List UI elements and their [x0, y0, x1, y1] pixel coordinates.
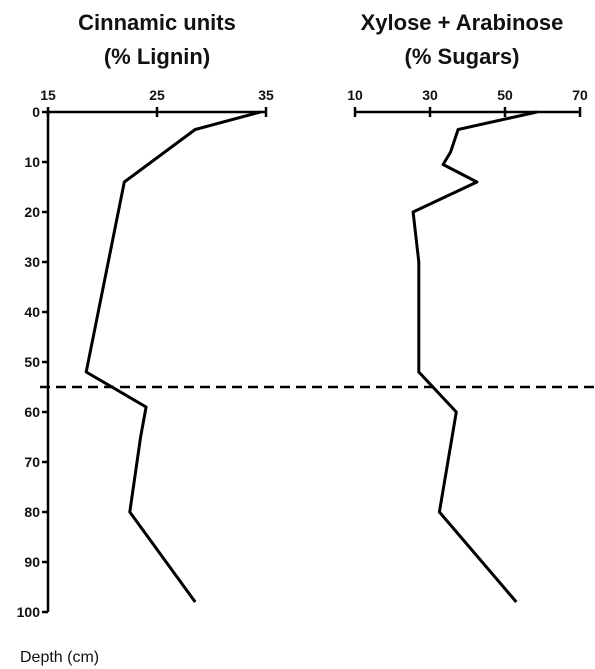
panel1-x-tick-label: 35: [258, 87, 274, 103]
panel1-series-line: [84, 110, 261, 603]
panel2-title-line2: (% Sugars): [405, 44, 520, 69]
panel2-x-tick-label: 10: [347, 87, 363, 103]
panel1-title-line2: (% Lignin): [104, 44, 210, 69]
panel2-x-tick-label: 50: [497, 87, 513, 103]
panel1-x-ticks: 15 25 35: [40, 87, 274, 117]
panel2-title-line1: Xylose + Arabinose: [361, 10, 564, 35]
panel1-y-tick-label: 0: [32, 104, 40, 120]
panel1-y-tick-label: 80: [24, 504, 40, 520]
panel2-x-tick-label: 70: [572, 87, 588, 103]
panel1-y-tick-label: 40: [24, 304, 40, 320]
panel1-x-tick-label: 15: [40, 87, 56, 103]
panel1-y-tick-label: 90: [24, 554, 40, 570]
panel1-y-tick-label: 10: [24, 154, 40, 170]
y-axis-label: Depth (cm): [20, 649, 99, 666]
panel1-y-tick-label: 30: [24, 254, 40, 270]
panel1-y-tick-label: 20: [24, 204, 40, 220]
panel1-x-tick-label: 25: [149, 87, 165, 103]
panel1-y-tick-label: 60: [24, 404, 40, 420]
panel2-x-tick-label: 30: [422, 87, 438, 103]
panel2-x-ticks: 10 30 50 70: [347, 87, 588, 117]
panel1-y-tick-label: 100: [17, 604, 41, 620]
panel1-y-tick-label: 70: [24, 454, 40, 470]
panel1-title-line1: Cinnamic units: [78, 10, 236, 35]
panel2-series-line: [411, 110, 538, 603]
panel1-y-tick-label: 50: [24, 354, 40, 370]
panel1-y-ticks: 0 10 20 30 40 50 60 70 80 90 100: [17, 104, 48, 620]
